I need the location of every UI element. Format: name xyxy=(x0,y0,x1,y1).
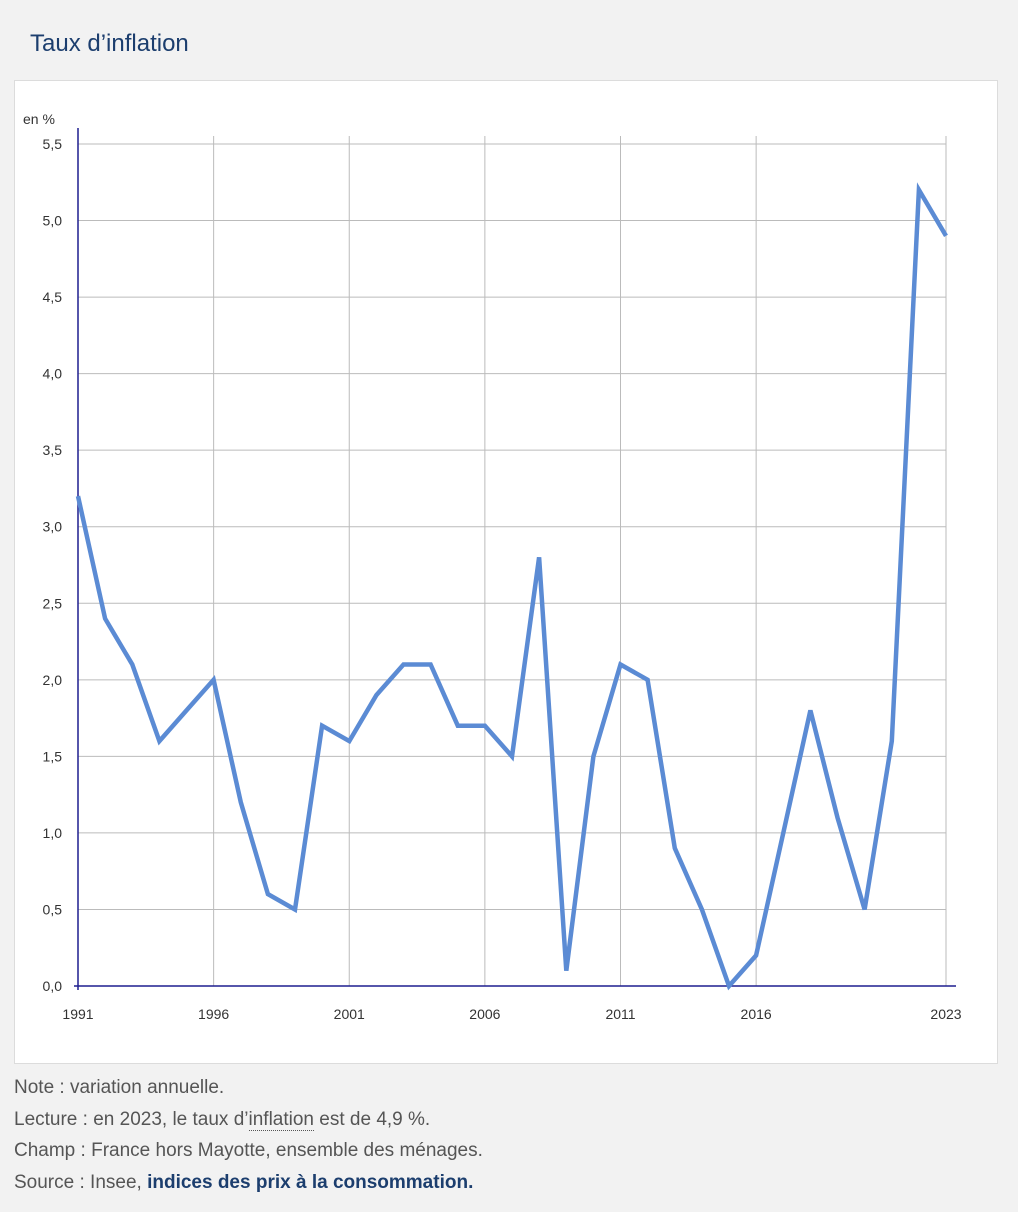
x-tick-label: 1996 xyxy=(198,1006,229,1022)
lecture-suffix: est de 4,9 %. xyxy=(314,1108,431,1130)
y-tick-label: 4,5 xyxy=(43,289,63,305)
data-point xyxy=(211,677,217,683)
x-tick-label: 1991 xyxy=(62,1006,93,1022)
data-point xyxy=(726,983,732,989)
axes xyxy=(74,128,956,990)
data-point xyxy=(373,692,379,698)
inflation-line-chart: 0,0 0,5 1,0 1,5 2,0 2,5 3,0 3,5 4,0 4,5 5,0 5,5 1991… xyxy=(23,111,962,1022)
data-point xyxy=(265,891,271,897)
data-point xyxy=(428,662,434,668)
y-tick-label: 3,0 xyxy=(43,519,63,535)
data-point xyxy=(319,723,325,729)
chart-notes: Note : variation annuelle. Lecture : en … xyxy=(14,1072,1004,1198)
data-point xyxy=(780,830,786,836)
y-axis-unit-label: en % xyxy=(23,111,55,127)
source-link[interactable]: indices des prix à la consommation. xyxy=(147,1171,474,1193)
chart-title: Taux d’inflation xyxy=(30,30,189,57)
tick-labels: 0,0 0,5 1,0 1,5 2,0 2,5 3,0 3,5 4,0 4,5 5,0 5,5 1991… xyxy=(23,111,962,1022)
data-point xyxy=(156,738,162,744)
data-point xyxy=(753,952,759,958)
data-point xyxy=(563,968,569,974)
y-tick-label: 4,0 xyxy=(43,366,63,382)
y-tick-label: 0,5 xyxy=(43,901,63,917)
y-tick-label: 5,0 xyxy=(43,213,63,229)
series-line xyxy=(75,182,948,991)
x-tick-label: 2016 xyxy=(741,1006,772,1022)
data-point xyxy=(346,738,352,744)
data-point xyxy=(835,815,841,821)
source-prefix: Source : Insee, xyxy=(14,1171,148,1193)
inflation-term[interactable]: inflation xyxy=(248,1108,314,1131)
data-point xyxy=(184,707,190,713)
x-tick-label: 2023 xyxy=(930,1006,961,1022)
data-point xyxy=(862,906,868,912)
data-point xyxy=(916,187,922,193)
data-point xyxy=(75,493,81,499)
data-point xyxy=(536,554,542,560)
data-point xyxy=(618,662,624,668)
y-tick-label: 1,5 xyxy=(43,748,63,764)
data-point xyxy=(590,753,596,759)
data-point xyxy=(129,662,135,668)
data-point xyxy=(401,662,407,668)
data-point xyxy=(102,616,108,622)
y-tick-label: 2,5 xyxy=(43,595,63,611)
lecture-text: Lecture : en 2023, le taux d’inflation e… xyxy=(14,1104,1004,1136)
y-tick-label: 3,5 xyxy=(43,442,63,458)
y-tick-label: 0,0 xyxy=(43,978,63,994)
note-text: Note : variation annuelle. xyxy=(14,1077,225,1098)
data-point xyxy=(672,845,678,851)
data-point xyxy=(482,723,488,729)
chart-panel: 0,0 0,5 1,0 1,5 2,0 2,5 3,0 3,5 4,0 4,5 5,0 5,5 1991… xyxy=(14,80,998,1064)
data-point xyxy=(699,906,705,912)
y-tick-label: 2,0 xyxy=(43,672,63,688)
data-point xyxy=(645,677,651,683)
lecture-prefix: Lecture : en 2023, le taux d’ xyxy=(14,1108,249,1130)
y-tick-label: 5,5 xyxy=(43,136,63,152)
data-point xyxy=(889,738,895,744)
grid xyxy=(78,136,947,986)
champ-text: Champ : France hors Mayotte, ensemble de… xyxy=(14,1140,483,1161)
data-point xyxy=(455,723,461,729)
x-tick-label: 2011 xyxy=(605,1006,635,1022)
x-tick-label: 2001 xyxy=(334,1006,365,1022)
data-point xyxy=(238,799,244,805)
y-tick-label: 1,0 xyxy=(43,825,63,841)
source-text: Source : Insee, indices des prix à la co… xyxy=(14,1167,1004,1199)
x-tick-label: 2006 xyxy=(469,1006,500,1022)
data-point xyxy=(943,233,949,239)
series-inflation xyxy=(75,182,949,991)
data-point xyxy=(292,906,298,912)
data-point xyxy=(807,707,813,713)
data-point xyxy=(509,753,515,759)
